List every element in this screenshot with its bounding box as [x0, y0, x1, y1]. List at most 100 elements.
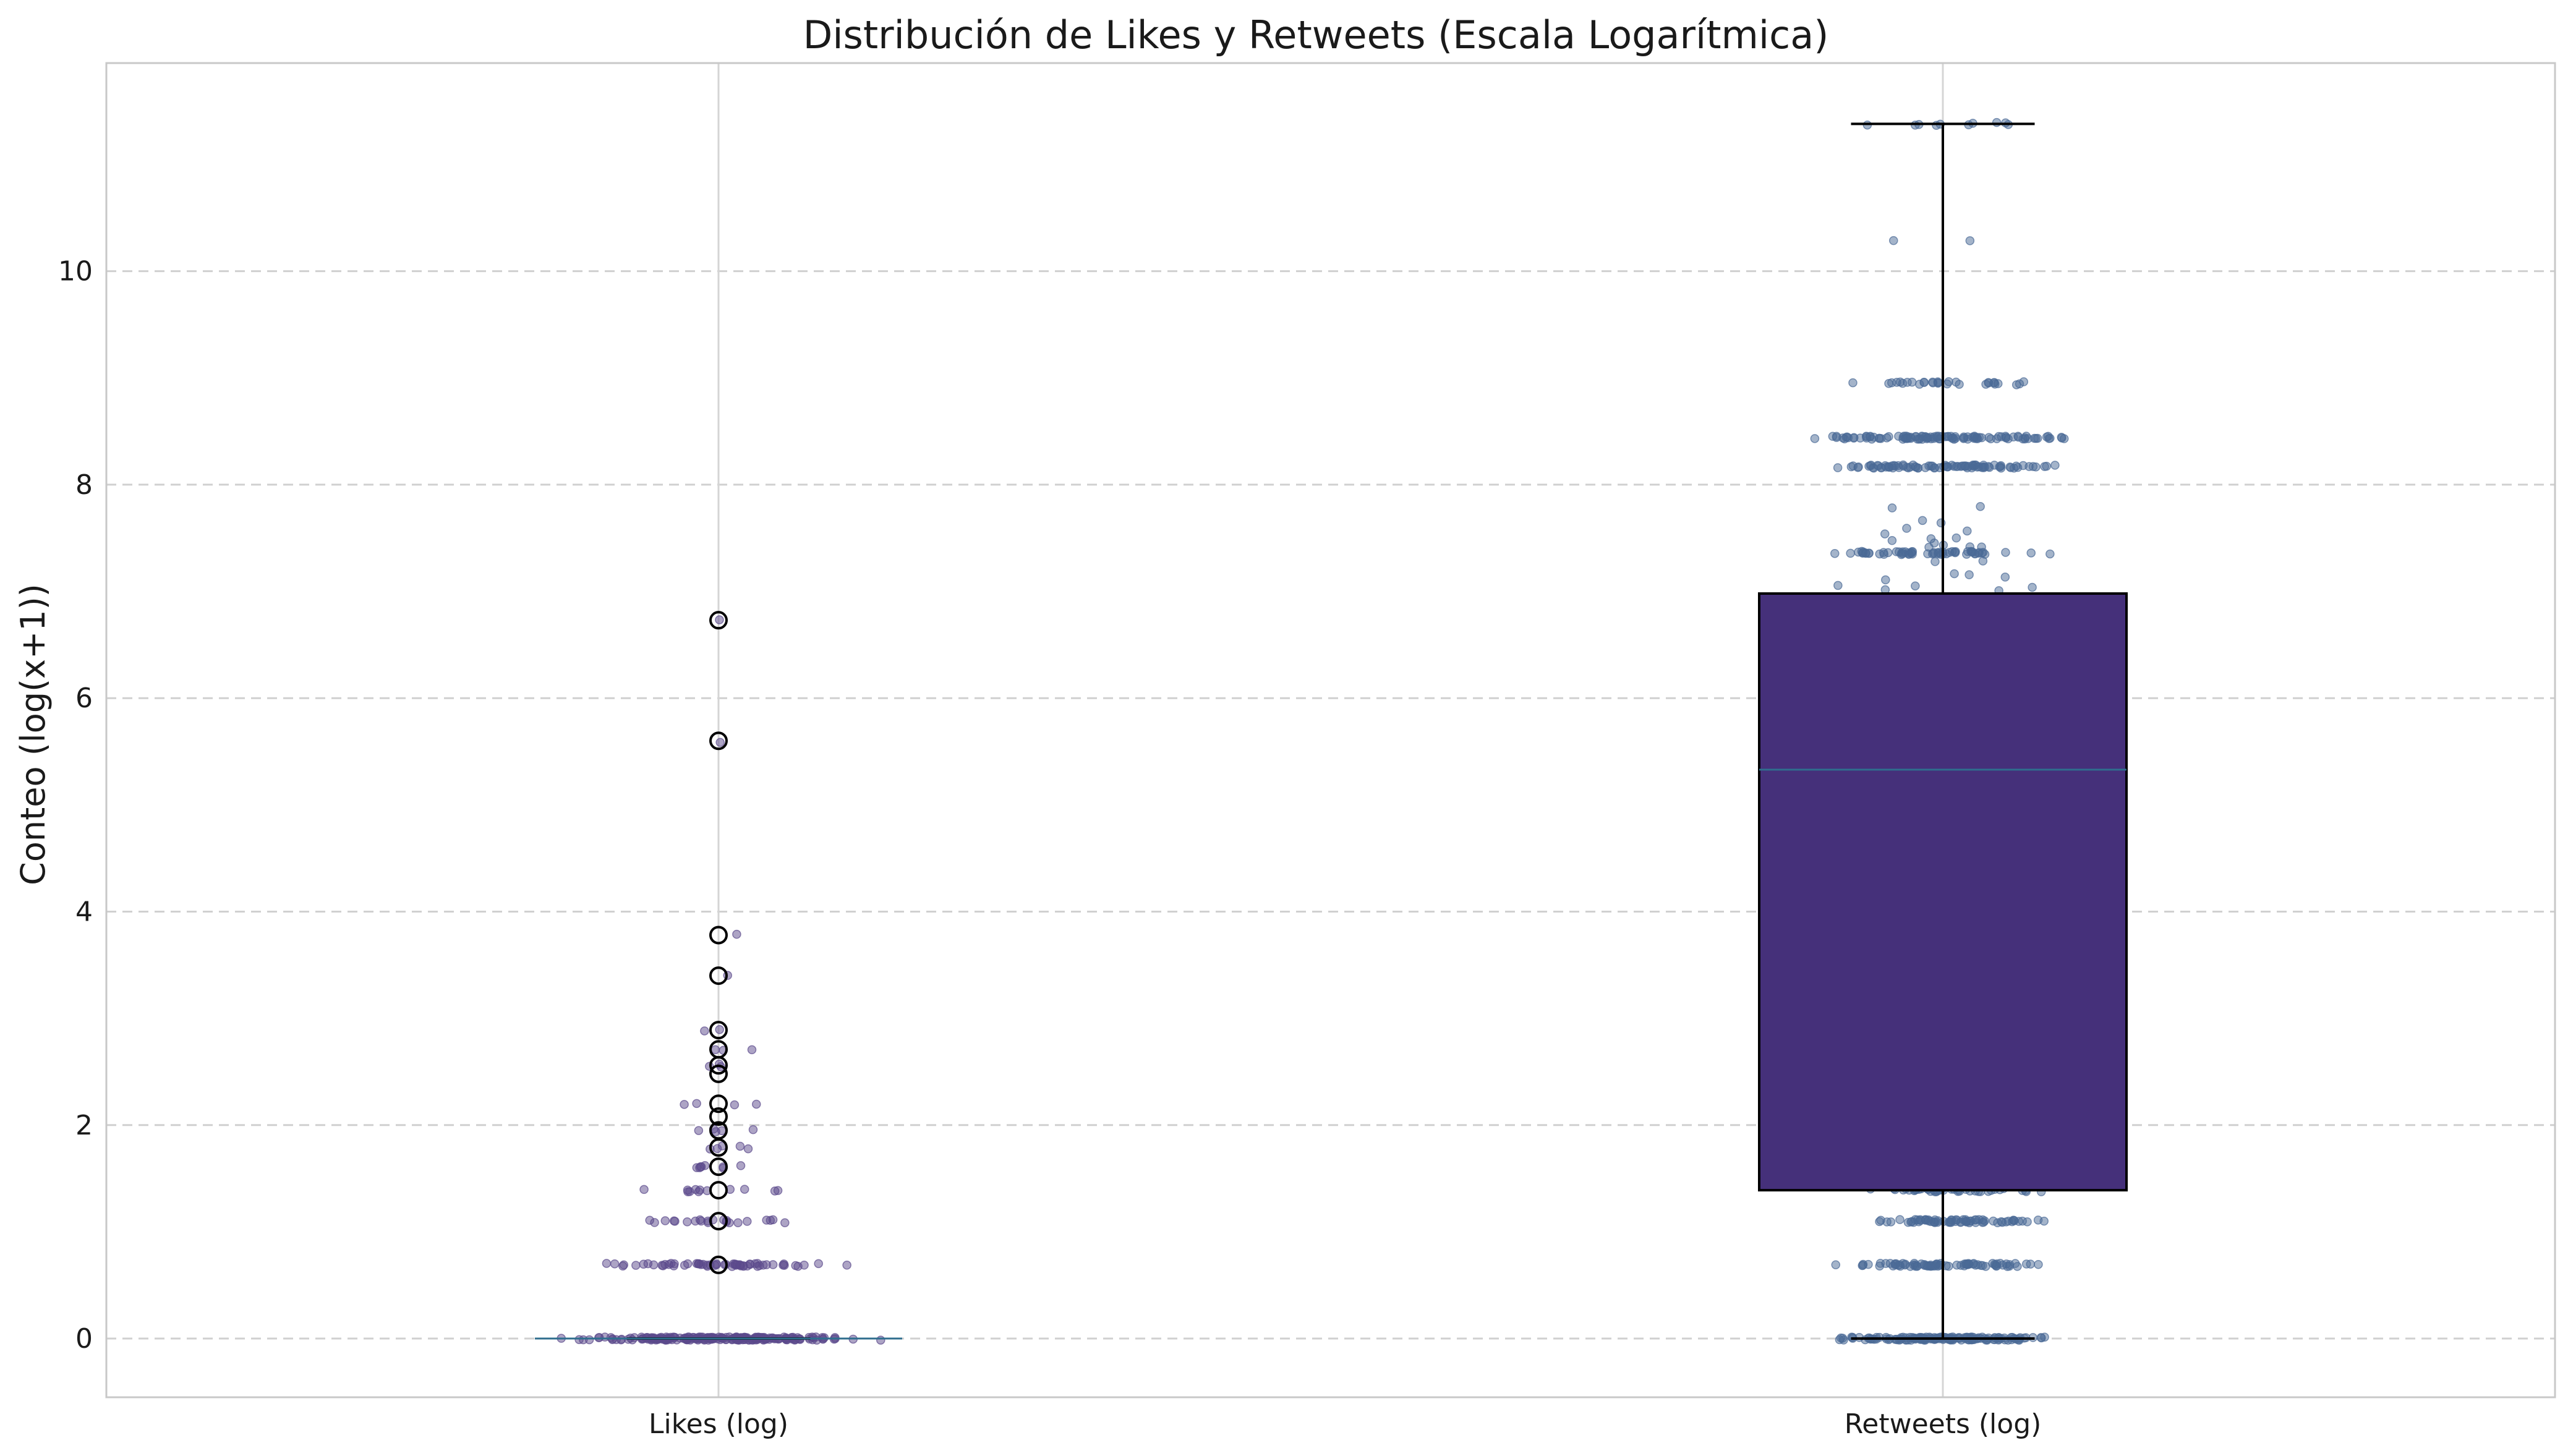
- jitter-point: [659, 1261, 668, 1271]
- jitter-point: [660, 1216, 670, 1225]
- jitter-point: [1964, 570, 1974, 579]
- jitter-point: [1922, 1261, 1931, 1270]
- jitter-point: [1917, 516, 1927, 526]
- jitter-point: [669, 1261, 678, 1271]
- jitter-point: [812, 1335, 822, 1345]
- jitter-point: [747, 1045, 757, 1055]
- jitter-point: [1898, 378, 1908, 388]
- y-tick-label: 10: [58, 256, 93, 287]
- plot-frame: [105, 62, 2556, 1399]
- jitter-point: [1948, 433, 1958, 443]
- outlier-point: [709, 1107, 728, 1126]
- jitter-point: [1810, 434, 1820, 443]
- jitter-point: [751, 1099, 761, 1109]
- jitter-point: [1943, 462, 1952, 472]
- jitter-point: [1996, 461, 2006, 470]
- jitter-point: [739, 1261, 748, 1271]
- jitter-point: [1911, 581, 1920, 590]
- jitter-point: [1902, 524, 1911, 533]
- jitter-point: [1930, 1261, 1940, 1271]
- jitter-point: [1914, 1217, 1924, 1227]
- jitter-point: [1886, 1217, 1896, 1227]
- outlier-point: [709, 1094, 728, 1113]
- y-tick-label: 8: [75, 469, 93, 501]
- jitter-point: [1934, 548, 1943, 557]
- jitter-point: [2045, 549, 2055, 559]
- jitter-point: [800, 1261, 809, 1270]
- jitter-point: [631, 1261, 641, 1270]
- jitter-point: [1881, 575, 1890, 585]
- jitter-point: [1930, 557, 1940, 566]
- jitter-point: [2021, 1259, 2031, 1269]
- x-tick-label: Retweets (log): [1845, 1408, 2042, 1440]
- outlier-point: [709, 966, 728, 986]
- jitter-point: [1960, 1259, 1969, 1269]
- jitter-point: [618, 1261, 628, 1271]
- y-tick-labels: 0 2 4 6 8 10: [58, 256, 93, 1355]
- jitter-point: [2033, 433, 2042, 443]
- jitter-point: [645, 1215, 654, 1225]
- jitter-point: [1950, 569, 1959, 579]
- jitter-point: [1921, 463, 1930, 472]
- jitter-point: [1874, 433, 1884, 443]
- y-tick-label: 4: [75, 896, 93, 927]
- jitter-point: [1922, 434, 1932, 443]
- jitter-point: [700, 1026, 709, 1036]
- jitter-point: [1993, 379, 2003, 388]
- jitter-point: [733, 1218, 743, 1227]
- box-elements: [535, 122, 2128, 1340]
- jitter-point: [842, 1261, 851, 1270]
- jitter-point: [574, 1335, 584, 1344]
- jitter-point: [680, 1261, 689, 1270]
- outlier-point: [709, 1021, 728, 1040]
- jitter-point: [735, 1141, 745, 1151]
- jitter-point: [1875, 1261, 1884, 1271]
- jitter-point: [1848, 461, 1858, 470]
- jitter-point: [715, 1025, 724, 1034]
- jitter-point: [2013, 462, 2023, 472]
- jitter-point: [1952, 1260, 1961, 1270]
- jitter-point: [1884, 462, 1893, 472]
- jitter-point: [1977, 542, 1986, 552]
- jitter-point: [1945, 1217, 1955, 1227]
- jitter-point: [1965, 542, 1975, 551]
- outlier-point: [709, 1157, 728, 1177]
- jitter-point: [2005, 462, 2015, 472]
- y-tick-label: 6: [75, 683, 93, 714]
- jitter-point: [2026, 548, 2036, 558]
- jitter-point: [1887, 503, 1897, 513]
- jitter-point: [685, 1335, 695, 1345]
- jitter-point: [1984, 462, 1994, 471]
- jitter-point: [1830, 548, 1840, 558]
- jitter-point: [1970, 432, 1979, 441]
- jitter-point: [876, 1335, 885, 1345]
- outlier-point: [709, 731, 728, 751]
- jitter-point: [696, 1162, 706, 1172]
- jitter-point: [773, 1186, 783, 1195]
- jitter-point: [715, 738, 725, 747]
- jitter-point: [2050, 461, 2060, 470]
- jitter-point: [639, 1185, 649, 1194]
- outlier-point: [709, 1064, 728, 1083]
- jitter-point: [1848, 378, 1858, 388]
- jitter-point: [743, 1217, 752, 1226]
- jitter-point: [1968, 1259, 1978, 1269]
- jitter-point: [712, 1260, 721, 1269]
- jitter-point: [2039, 1216, 2049, 1226]
- jitter-point: [1952, 377, 1961, 387]
- jitter-point: [2001, 548, 2010, 557]
- jitter-point: [602, 1259, 612, 1268]
- jitter-point: [643, 1259, 653, 1269]
- jitter-point: [683, 1217, 692, 1227]
- jitter-point: [680, 1100, 689, 1109]
- jitter-point: [1893, 1261, 1903, 1270]
- jitter-point: [715, 615, 724, 624]
- jitter-point: [1895, 1215, 1905, 1224]
- jitter-point: [1959, 432, 1969, 441]
- jitter-point: [692, 1099, 701, 1109]
- jitter-point: [710, 1045, 720, 1055]
- jitter-point: [791, 1261, 800, 1271]
- box-iqr: [1758, 592, 2128, 1192]
- jitter-point: [1978, 556, 1988, 566]
- y-tick-label: 0: [75, 1323, 93, 1355]
